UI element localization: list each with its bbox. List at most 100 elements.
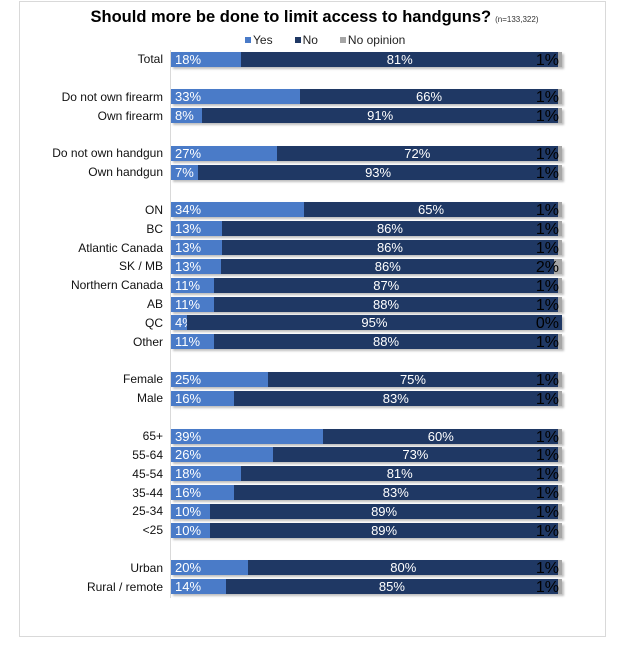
data-label-no: 88% xyxy=(373,334,400,350)
category-label: Northern Canada xyxy=(70,278,163,293)
bar-segment-no: 88% xyxy=(214,334,559,350)
bar-segment-no: 95% xyxy=(186,315,562,331)
data-label-no-opinion: 1% xyxy=(535,240,559,257)
category-label: Female xyxy=(122,372,163,387)
bar-segment-yes: 13% xyxy=(171,258,222,274)
bar-segment-yes: 16% xyxy=(171,485,234,501)
data-label-yes: 16% xyxy=(175,390,202,406)
data-label-no-opinion: 1% xyxy=(535,145,559,163)
stacked-bar: 7% 93% 1% xyxy=(171,164,562,182)
data-label-yes: 11% xyxy=(175,277,201,293)
category-label: Own handgun xyxy=(88,165,163,180)
category-label: ON xyxy=(145,202,163,217)
chart-frame xyxy=(19,1,606,637)
data-label-no-opinion: 1% xyxy=(535,428,559,446)
data-label-no-opinion: 1% xyxy=(535,334,559,352)
bar-segment-no-opinion xyxy=(558,579,562,595)
bar-segment-yes: 39% xyxy=(171,428,324,444)
bar-segment-no-opinion xyxy=(558,240,562,255)
bar-segment-yes: 16% xyxy=(171,390,234,406)
bar-segment-yes: 26% xyxy=(171,447,273,463)
legend-item-yes: Yes xyxy=(245,33,273,47)
stacked-bar: 11% 87% 1% xyxy=(171,277,562,295)
legend-item-no-opinion: No opinion xyxy=(339,33,406,47)
title-text: Should more be done to limit access to h… xyxy=(90,8,492,26)
bar-segment-yes: 14% xyxy=(171,579,226,595)
bar-segment-yes: 10% xyxy=(171,522,211,538)
stacked-bar: 16% 83% 1% xyxy=(171,485,562,502)
stacked-bar: 39% 60% 1% xyxy=(171,428,562,446)
data-label-no: 81% xyxy=(386,51,413,67)
stacked-bar: 33% 66% 1% xyxy=(171,89,562,106)
bar-segment-no-opinion xyxy=(558,428,562,444)
category-label: 25-34 xyxy=(132,504,163,519)
bar-segment-yes: 33% xyxy=(171,89,301,105)
bar-segment-yes: 7% xyxy=(171,164,199,180)
data-label-no: 81% xyxy=(386,466,413,482)
bar-segment-no: 86% xyxy=(221,240,559,255)
legend-label: No opinion xyxy=(347,33,406,47)
data-label-yes: 10% xyxy=(175,522,202,538)
bar-segment-yes: 11% xyxy=(171,334,214,350)
bar-segment-no: 81% xyxy=(241,466,559,482)
bar-segment-yes: 20% xyxy=(171,560,249,576)
stacked-bar: 27% 72% 1% xyxy=(171,145,562,163)
bar-segment-no-opinion xyxy=(558,485,562,501)
bar-segment-no: 83% xyxy=(233,390,559,406)
category-label: Do not own firearm xyxy=(61,89,163,104)
bar-segment-yes: 13% xyxy=(171,240,222,255)
category-label: QC xyxy=(145,315,163,330)
category-label: 45-54 xyxy=(132,466,163,481)
category-label: Rural / remote xyxy=(86,579,163,594)
bar-segment-yes: 11% xyxy=(171,296,214,312)
data-label-no-opinion: 1% xyxy=(535,560,559,578)
bar-segment-no-opinion xyxy=(558,164,562,180)
data-label-yes: 11% xyxy=(175,334,201,350)
category-label: <25 xyxy=(142,523,163,538)
data-label-no: 86% xyxy=(374,258,401,274)
bar-segment-no: 81% xyxy=(241,51,559,67)
data-label-yes: 18% xyxy=(175,466,202,482)
stacked-bar: 13% 86% 1% xyxy=(171,240,562,257)
bar-segment-yes: 8% xyxy=(171,108,203,124)
stacked-bar: 18% 81% 1% xyxy=(171,51,562,69)
data-label-yes: 10% xyxy=(175,503,202,519)
data-label-no: 73% xyxy=(402,447,429,463)
bar-segment-no: 87% xyxy=(214,277,559,293)
data-label-no: 83% xyxy=(382,390,409,406)
data-label-no-opinion: 2% xyxy=(535,258,559,276)
category-label: Own firearm xyxy=(97,108,163,123)
data-label-no: 86% xyxy=(376,221,403,237)
legend-swatch-yes xyxy=(245,37,251,43)
stacked-bar: 26% 73% 1% xyxy=(171,447,562,465)
data-label-yes: 20% xyxy=(175,560,202,576)
bar-segment-no-opinion xyxy=(558,503,562,519)
category-label: BC xyxy=(146,221,163,236)
bar-segment-no: 86% xyxy=(221,258,555,274)
stacked-bar: 18% 81% 1% xyxy=(171,466,562,484)
stacked-bar: 14% 85% 1% xyxy=(171,579,562,596)
data-label-no-opinion: 1% xyxy=(535,503,559,521)
bar-segment-no: 93% xyxy=(198,164,559,180)
data-label-no-opinion: 1% xyxy=(535,164,559,182)
bar-segment-no-opinion xyxy=(558,202,562,218)
legend-label: Yes xyxy=(253,33,273,47)
data-label-no-opinion: 1% xyxy=(535,277,559,295)
data-label-no-opinion: 1% xyxy=(535,466,559,484)
data-label-no-opinion: 0% xyxy=(535,315,559,333)
bar-segment-no: 89% xyxy=(210,522,559,538)
data-label-no-opinion: 1% xyxy=(535,447,559,465)
data-label-yes: 14% xyxy=(175,579,202,595)
bar-segment-yes: 34% xyxy=(171,202,304,218)
data-label-no: 72% xyxy=(404,145,431,161)
data-label-yes: 33% xyxy=(175,89,202,105)
bar-segment-yes: 10% xyxy=(171,503,211,519)
bar-segment-no-opinion xyxy=(558,334,562,350)
legend: Yes No No opinion xyxy=(245,33,405,47)
bar-segment-no-opinion xyxy=(554,258,562,274)
stacked-bar: 11% 88% 1% xyxy=(171,296,562,314)
data-label-no: 89% xyxy=(371,522,398,538)
stacked-bar: 34% 65% 1% xyxy=(171,202,562,219)
category-label: 55-64 xyxy=(132,447,163,462)
data-label-no: 88% xyxy=(373,296,400,312)
